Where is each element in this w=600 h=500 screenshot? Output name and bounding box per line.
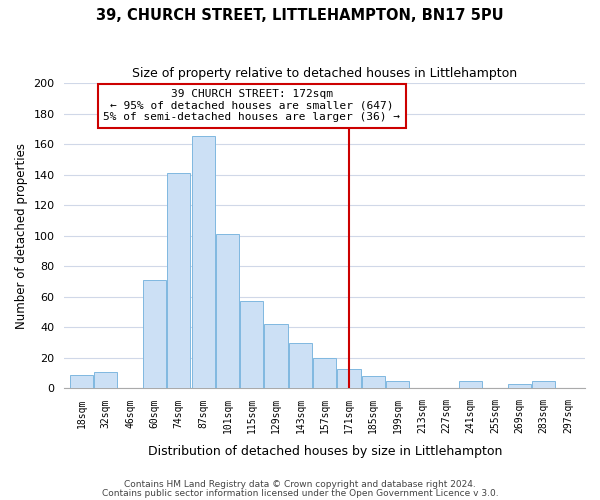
Bar: [143, 280, 166, 388]
X-axis label: Distribution of detached houses by size in Littlehampton: Distribution of detached houses by size …: [148, 444, 502, 458]
Bar: [508, 384, 531, 388]
Bar: [459, 381, 482, 388]
Y-axis label: Number of detached properties: Number of detached properties: [15, 142, 28, 328]
Bar: [265, 324, 287, 388]
Bar: [532, 381, 555, 388]
Bar: [386, 381, 409, 388]
Text: Contains HM Land Registry data © Crown copyright and database right 2024.: Contains HM Land Registry data © Crown c…: [124, 480, 476, 489]
Bar: [337, 368, 361, 388]
Text: 39, CHURCH STREET, LITTLEHAMPTON, BN17 5PU: 39, CHURCH STREET, LITTLEHAMPTON, BN17 5…: [96, 8, 504, 22]
Bar: [362, 376, 385, 388]
Title: Size of property relative to detached houses in Littlehampton: Size of property relative to detached ho…: [132, 68, 517, 80]
Bar: [167, 173, 190, 388]
Bar: [216, 234, 239, 388]
Text: Contains public sector information licensed under the Open Government Licence v : Contains public sector information licen…: [101, 488, 499, 498]
Bar: [94, 372, 118, 388]
Bar: [70, 374, 93, 388]
Bar: [289, 342, 312, 388]
Bar: [313, 358, 336, 388]
Bar: [191, 136, 215, 388]
Text: 39 CHURCH STREET: 172sqm
← 95% of detached houses are smaller (647)
5% of semi-d: 39 CHURCH STREET: 172sqm ← 95% of detach…: [103, 89, 400, 122]
Bar: [240, 302, 263, 388]
